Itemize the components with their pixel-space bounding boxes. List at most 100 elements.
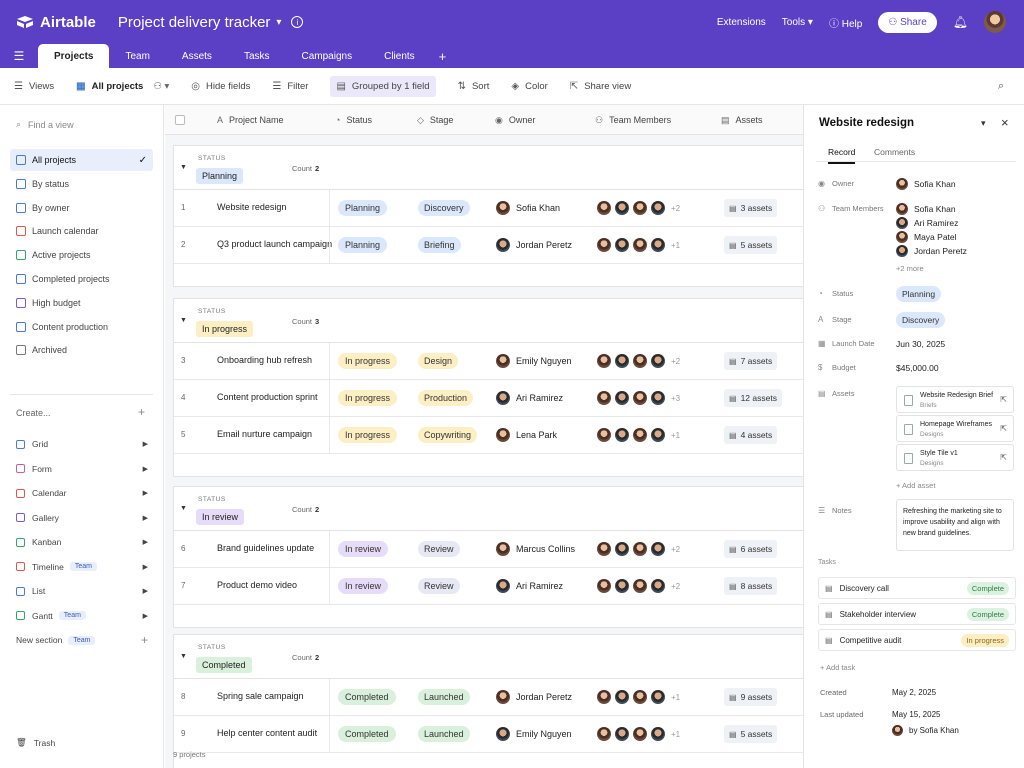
bell-icon[interactable]: 🔔︎ bbox=[952, 15, 968, 29]
assets-cell[interactable]: ▤ 8 assets bbox=[724, 577, 778, 595]
col-owner[interactable]: ◉ Owner bbox=[495, 105, 535, 135]
add-asset-button[interactable]: + Add asset bbox=[896, 481, 936, 490]
sidebar-view-item[interactable]: Archived bbox=[10, 339, 153, 361]
table-row[interactable]: 7 Product demo video In review Review Ari Ra… bbox=[174, 568, 803, 605]
stage-cell[interactable]: Design bbox=[418, 353, 459, 369]
sidebar-view-item[interactable]: Launch calendar bbox=[10, 220, 153, 242]
stage-cell[interactable]: Launched bbox=[418, 689, 470, 705]
stage-cell[interactable]: Review bbox=[418, 541, 460, 557]
views-button[interactable]: ☰ Views bbox=[14, 81, 54, 92]
external-link-icon[interactable]: ⇱ bbox=[1000, 395, 1007, 404]
collapse-icon[interactable]: ▼ bbox=[180, 653, 187, 660]
col-status[interactable]: ◔ Status bbox=[335, 105, 372, 135]
project-name-cell[interactable]: Q3 product launch campaign bbox=[217, 239, 333, 249]
owner-cell[interactable]: Emily Nguyen bbox=[496, 727, 572, 741]
plus-icon[interactable]: + bbox=[138, 405, 146, 419]
create-view-item[interactable]: Grid ▶ bbox=[16, 434, 148, 454]
group-header[interactable]: ▼ STATUS Completed Count 2 bbox=[174, 635, 803, 679]
team-member-2[interactable]: Ari Ramirez bbox=[896, 217, 958, 229]
color-button[interactable]: ◈ Color bbox=[511, 81, 547, 92]
stage-cell[interactable]: Discovery bbox=[418, 200, 470, 216]
group-header[interactable]: ▼ STATUS Planning Count 2 bbox=[174, 146, 803, 190]
assets-cell[interactable]: ▤ 3 assets bbox=[724, 199, 778, 217]
owner-cell[interactable]: Ari Ramirez bbox=[496, 579, 563, 593]
team-members-cell[interactable]: +1 bbox=[597, 238, 680, 252]
team-members-cell[interactable]: +1 bbox=[597, 690, 680, 704]
col-project-name[interactable]: A Project Name bbox=[217, 105, 284, 135]
status-cell[interactable]: In progress bbox=[338, 353, 398, 369]
team-members-cell[interactable]: +2 bbox=[597, 579, 680, 593]
project-name-cell[interactable]: Email nurture campaign bbox=[217, 429, 313, 439]
search-icon[interactable]: ⌕ bbox=[997, 80, 1004, 92]
task-item[interactable]: ▤ Stakeholder interview Complete bbox=[818, 603, 1016, 625]
tab-tasks[interactable]: Tasks bbox=[243, 50, 270, 62]
tab-assets[interactable]: Assets bbox=[181, 50, 212, 62]
budget-value[interactable]: $45,000.00 bbox=[896, 363, 939, 373]
status-cell[interactable]: Planning bbox=[338, 237, 388, 253]
chevron-down-icon[interactable]: ▾ bbox=[276, 16, 282, 28]
col-assets[interactable]: ▤ Assets bbox=[721, 105, 763, 135]
sidebar-view-item[interactable]: Completed projects bbox=[10, 268, 153, 290]
create-view-item[interactable]: List ▶ bbox=[16, 581, 148, 601]
external-link-icon[interactable]: ⇱ bbox=[1000, 453, 1007, 462]
table-row[interactable]: 3 Onboarding hub refresh In progress Design… bbox=[174, 343, 803, 380]
help-button[interactable]: ⓘ Help bbox=[828, 18, 863, 30]
close-icon[interactable]: × bbox=[1001, 115, 1009, 130]
add-table-icon[interactable]: + bbox=[438, 48, 447, 64]
status-cell[interactable]: In review bbox=[338, 541, 389, 557]
stage-cell[interactable]: Production bbox=[418, 390, 474, 406]
team-members-cell[interactable]: +3 bbox=[597, 391, 680, 405]
create-view-item[interactable]: Form ▶ bbox=[16, 459, 148, 479]
create-view-item[interactable]: Kanban ▶ bbox=[16, 532, 148, 552]
create-view-item[interactable]: Calendar ▶ bbox=[16, 483, 148, 503]
team-member-1[interactable]: Sofia Khan bbox=[896, 203, 956, 215]
table-row[interactable]: 9 Help center content audit Completed Launc… bbox=[174, 716, 803, 753]
tab-projects[interactable]: Projects bbox=[38, 44, 110, 68]
view-switcher[interactable]: ▦ All projects ⚇ ▾ bbox=[76, 81, 169, 92]
tab-record[interactable]: Record bbox=[828, 147, 856, 164]
notes-field[interactable]: Refreshing the marketing site to improve… bbox=[896, 499, 1014, 551]
team-members-cell[interactable]: +1 bbox=[597, 727, 680, 741]
airtable-logo[interactable]: Airtable bbox=[16, 14, 96, 31]
add-task-button[interactable]: + Add task bbox=[820, 663, 856, 672]
assets-cell[interactable]: ▤ 6 assets bbox=[724, 540, 778, 558]
create-view-item[interactable]: Gallery ▶ bbox=[16, 508, 148, 528]
owner-cell[interactable]: Marcus Collins bbox=[496, 542, 575, 556]
sidebar-view-item[interactable]: High budget bbox=[10, 292, 153, 314]
chevron-down-icon[interactable]: ▾ bbox=[981, 118, 986, 128]
table-row[interactable]: 6 Brand guidelines update In review Review M… bbox=[174, 531, 803, 568]
group-header[interactable]: ▼ STATUS In review Count 2 bbox=[174, 487, 803, 531]
status-cell[interactable]: In review bbox=[338, 578, 389, 594]
extensions-button[interactable]: Extensions bbox=[716, 16, 766, 28]
share-view-button[interactable]: ⇱ Share view bbox=[570, 81, 631, 92]
launch-date-value[interactable]: Jun 30, 2025 bbox=[896, 339, 946, 349]
info-icon[interactable]: i bbox=[291, 16, 304, 28]
create-view-item[interactable]: Timeline Team ▶ bbox=[16, 557, 148, 577]
sidebar-view-item[interactable]: By owner bbox=[10, 197, 153, 219]
base-title[interactable]: Project delivery tracker ▾ i bbox=[118, 14, 304, 31]
col-team-members[interactable]: ⚇ Team Members bbox=[595, 105, 671, 135]
owner-cell[interactable]: Jordan Peretz bbox=[496, 690, 572, 704]
select-all-checkbox[interactable] bbox=[175, 115, 185, 125]
create-view-item[interactable]: Gantt Team ▶ bbox=[16, 606, 148, 626]
table-row[interactable]: 8 Spring sale campaign Completed Launched Jo… bbox=[174, 679, 803, 716]
group-button[interactable]: ▤ Grouped by 1 field bbox=[330, 75, 436, 97]
sidebar-view-item[interactable]: Content production bbox=[10, 316, 153, 338]
team-more-link[interactable]: +2 more bbox=[896, 264, 924, 273]
table-row[interactable]: 1 Website redesign Planning Discovery Sofia … bbox=[174, 190, 803, 227]
status-cell[interactable]: In progress bbox=[338, 390, 398, 406]
table-row[interactable]: 2 Q3 product launch campaign Planning Brief… bbox=[174, 227, 803, 264]
assets-cell[interactable]: ▤ 7 assets bbox=[724, 352, 778, 370]
status-cell[interactable]: Planning bbox=[338, 200, 388, 216]
project-name-cell[interactable]: Product demo video bbox=[217, 580, 298, 590]
tools-button[interactable]: Tools ▾ bbox=[781, 16, 813, 28]
find-view-input[interactable]: ⌕ Find a view bbox=[16, 119, 74, 130]
task-item[interactable]: ▤ Discovery call Complete bbox=[818, 577, 1016, 599]
task-item[interactable]: ▤ Competitive audit In progress bbox=[818, 629, 1016, 651]
team-members-cell[interactable]: +2 bbox=[597, 354, 680, 368]
user-avatar[interactable] bbox=[984, 11, 1006, 33]
tab-clients[interactable]: Clients bbox=[384, 50, 415, 62]
sort-button[interactable]: ⇅ Sort bbox=[458, 81, 490, 92]
assets-cell[interactable]: ▤ 5 assets bbox=[724, 725, 778, 743]
stage-pill[interactable]: Discovery bbox=[896, 312, 946, 328]
